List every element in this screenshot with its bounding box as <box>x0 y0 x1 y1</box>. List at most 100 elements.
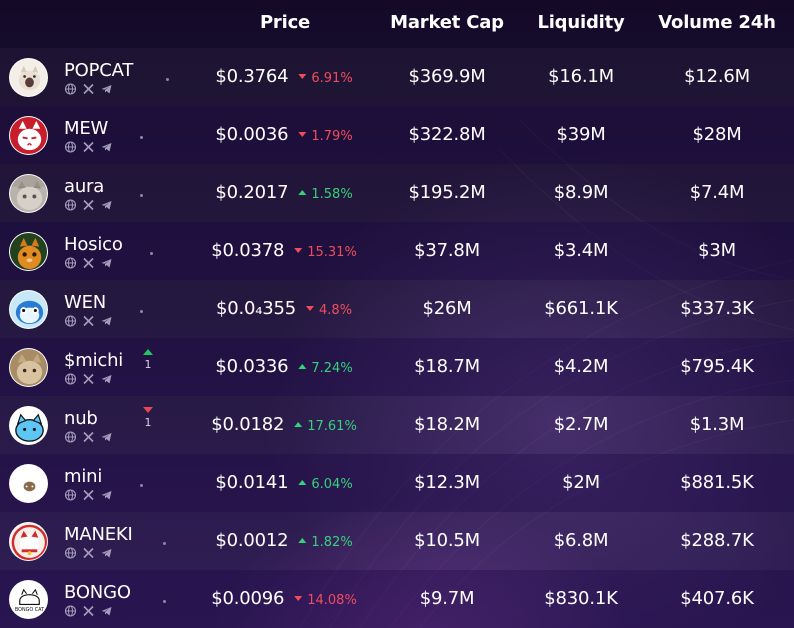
globe-icon[interactable] <box>64 141 77 153</box>
globe-icon[interactable] <box>64 315 77 327</box>
market-cap-value: $322.8M <box>408 124 486 145</box>
telegram-icon[interactable] <box>100 83 113 95</box>
x-icon[interactable] <box>82 373 95 385</box>
price-cell: $0.0036 1.79% <box>215 124 352 145</box>
social-links <box>64 431 113 443</box>
table-row[interactable]: $michi 1 $0.0336 7.24% $18.7M $4.2M $795.4K <box>0 338 794 396</box>
price-cell: $0.2017 1.58% <box>215 182 352 203</box>
telegram-icon[interactable] <box>100 373 113 385</box>
token-name[interactable]: BONGO <box>64 582 131 603</box>
price-change-value: 1.58% <box>311 187 353 202</box>
x-icon[interactable] <box>82 141 95 153</box>
table-header: Price Market Cap Liquidity Volume 24h <box>0 0 794 48</box>
price-change-value: 1.82% <box>311 535 353 550</box>
volume-value: $3M <box>698 240 736 261</box>
token-avatar <box>9 464 48 503</box>
token-name[interactable]: nub <box>64 408 98 429</box>
telegram-icon[interactable] <box>100 315 113 327</box>
telegram-icon[interactable] <box>100 257 113 269</box>
change-up-icon <box>298 538 307 543</box>
price-change-value: 6.91% <box>311 71 353 86</box>
price-change: 17.61% <box>294 419 357 434</box>
price-change-value: 4.8% <box>319 303 353 318</box>
social-links <box>64 315 113 327</box>
social-links <box>64 547 113 559</box>
token-name[interactable]: mini <box>64 466 103 487</box>
x-icon[interactable] <box>82 315 95 327</box>
price-change-value: 15.31% <box>307 245 357 260</box>
globe-icon[interactable] <box>64 547 77 559</box>
telegram-icon[interactable] <box>100 431 113 443</box>
x-icon[interactable] <box>82 199 95 211</box>
change-up-icon <box>298 364 307 369</box>
token-name[interactable]: aura <box>64 176 105 197</box>
column-header-market-cap[interactable]: Market Cap <box>390 12 504 33</box>
volume-value: $795.4K <box>680 356 754 377</box>
globe-icon[interactable] <box>64 257 77 269</box>
market-cap-value: $18.2M <box>414 414 480 435</box>
token-name[interactable]: MANEKI <box>64 524 133 545</box>
separator-dot <box>140 310 143 313</box>
globe-icon[interactable] <box>64 489 77 501</box>
token-name[interactable]: POPCAT <box>64 60 134 81</box>
table-row[interactable]: MEW $0.0036 1.79% $322.8M $39M $28M <box>0 106 794 164</box>
column-header-volume[interactable]: Volume 24h <box>658 12 776 33</box>
telegram-icon[interactable] <box>100 547 113 559</box>
rank-change-value: 1 <box>144 416 152 429</box>
market-cap-value: $9.7M <box>419 588 475 609</box>
x-icon[interactable] <box>82 83 95 95</box>
x-icon[interactable] <box>82 605 95 617</box>
change-up-icon <box>298 190 307 195</box>
volume-value: $288.7K <box>680 530 754 551</box>
table-row[interactable]: Hosico $0.0378 15.31% $37.8M $3.4M $3M <box>0 222 794 280</box>
token-avatar <box>9 58 48 97</box>
table-row[interactable]: aura $0.2017 1.58% $195.2M $8.9M $7.4M <box>0 164 794 222</box>
token-name[interactable]: $michi <box>64 350 124 371</box>
x-icon[interactable] <box>82 257 95 269</box>
telegram-icon[interactable] <box>100 605 113 617</box>
table-row[interactable]: nub 1 $0.0182 17.61% $18.2M $2.7M $1.3M <box>0 396 794 454</box>
token-price: $0.0141 <box>215 472 289 493</box>
liquidity-value: $661.1K <box>544 298 618 319</box>
column-header-liquidity[interactable]: Liquidity <box>537 12 625 33</box>
liquidity-value: $4.2M <box>553 356 609 377</box>
separator-dot <box>140 136 143 139</box>
globe-icon[interactable] <box>64 83 77 95</box>
globe-icon[interactable] <box>64 199 77 211</box>
volume-value: $7.4M <box>689 182 745 203</box>
x-icon[interactable] <box>82 431 95 443</box>
social-links <box>64 141 113 153</box>
rank-change-value: 1 <box>144 358 152 371</box>
separator-dot <box>140 484 143 487</box>
table-row[interactable]: POPCAT $0.3764 6.91% $369.9M $16.1M $12.6M <box>0 48 794 106</box>
token-price: $0.0182 <box>211 414 285 435</box>
token-name[interactable]: Hosico <box>64 234 123 255</box>
social-links <box>64 257 113 269</box>
x-icon[interactable] <box>82 489 95 501</box>
telegram-icon[interactable] <box>100 199 113 211</box>
globe-icon[interactable] <box>64 431 77 443</box>
token-name[interactable]: MEW <box>64 118 109 139</box>
volume-value: $407.6K <box>680 588 754 609</box>
market-cap-value: $26M <box>422 298 472 319</box>
liquidity-value: $8.9M <box>553 182 609 203</box>
globe-icon[interactable] <box>64 605 77 617</box>
rank-change: 1 <box>140 349 156 371</box>
market-cap-value: $195.2M <box>408 182 486 203</box>
x-icon[interactable] <box>82 547 95 559</box>
token-price: $0.0096 <box>211 588 285 609</box>
table-row[interactable]: WEN $0.0₄355 4.8% $26M $661.1K $337.3K <box>0 280 794 338</box>
price-change-value: 1.79% <box>311 129 353 144</box>
telegram-icon[interactable] <box>100 141 113 153</box>
table-row[interactable]: mini $0.0141 6.04% $12.3M $2M $881.5K <box>0 454 794 512</box>
table-row[interactable]: MANEKI $0.0012 1.82% $10.5M $6.8M $288.7K <box>0 512 794 570</box>
token-avatar: BONGO CAT <box>9 580 48 619</box>
token-name[interactable]: WEN <box>64 292 107 313</box>
column-header-price[interactable]: Price <box>259 12 311 33</box>
price-change: 1.58% <box>298 187 353 202</box>
globe-icon[interactable] <box>64 373 77 385</box>
price-change: 15.31% <box>294 245 357 260</box>
telegram-icon[interactable] <box>100 489 113 501</box>
market-cap-value: $12.3M <box>414 472 480 493</box>
table-row[interactable]: BONGO CAT BONGO $0.0096 14.08% $9.7M $830.1K $… <box>0 570 794 628</box>
